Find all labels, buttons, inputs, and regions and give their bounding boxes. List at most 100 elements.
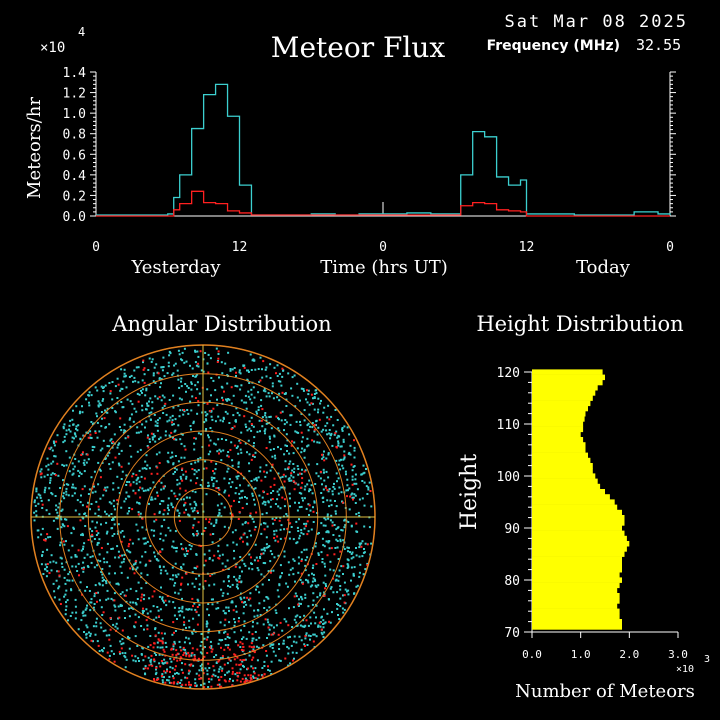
meteor-dot [180,398,183,401]
meteor-dot [155,453,158,456]
meteor-dot [347,550,349,553]
meteor-dot [132,481,135,484]
meteor-dot [251,568,254,571]
meteor-dot-red [44,539,47,542]
meteor-dot [195,577,198,580]
meteor-dot [313,430,316,433]
meteor-dot [145,389,148,392]
meteor-dot [260,404,263,407]
meteor-dot [263,599,266,602]
meteor-dot [154,424,157,427]
meteor-dot [240,580,243,583]
meteor-dot-red [326,554,329,557]
meteor-dot [235,487,238,489]
meteor-dot [181,597,183,600]
meteor-dot [167,526,170,529]
meteor-dot [120,429,123,432]
meteor-dot-red [48,447,51,450]
meteor-dot [303,456,306,459]
meteor-dot-red [163,670,166,673]
meteor-dot [341,529,344,532]
meteor-dot [146,624,149,627]
meteor-dot-red [247,674,250,677]
meteor-dot-red [221,655,224,658]
meteor-dot [283,486,286,489]
meteor-dot [240,629,242,632]
meteor-dot-red [159,639,162,642]
meteor-dot [353,592,355,595]
meteor-dot [65,589,68,592]
meteor-dot [162,565,165,568]
meteor-dot [278,488,281,491]
meteor-dot [264,549,266,552]
meteor-dot [296,541,299,544]
meteor-dot [252,621,254,624]
meteor-dot [262,552,265,555]
meteor-dot [99,449,102,452]
meteor-dot-red [41,503,44,506]
meteor-dot [100,425,103,428]
meteor-dot [76,570,79,572]
meteor-dot [126,512,129,515]
meteor-dot-red [234,654,237,657]
meteor-dot [177,378,180,381]
meteor-dot [337,442,340,445]
meteor-dot [91,491,94,494]
meteor-dot-red [212,407,215,410]
meteor-dot [185,477,188,480]
meteor-dot [319,592,322,595]
meteor-dot-red [206,652,209,654]
meteor-dot [73,437,75,440]
meteor-dot-red [306,533,309,536]
meteor-dot [113,505,115,508]
meteor-dot [34,504,37,507]
meteor-dot [172,406,175,409]
meteor-dot-red [277,540,280,543]
meteor-dot-red [187,651,190,654]
meteor-dot-red [328,418,331,421]
meteor-dot [140,572,143,575]
meteor-dot [119,389,122,392]
meteor-dot [178,514,180,517]
meteor-dot [56,570,59,573]
meteor-dot [176,509,179,512]
meteor-dot [134,613,137,616]
meteor-dot [62,479,64,482]
meteor-dot-red [275,372,277,375]
meteor-dot [294,405,297,408]
meteor-dot [226,470,229,473]
meteor-dot [279,564,282,567]
meteor-dot-red [191,647,194,650]
meteor-dot [114,605,117,608]
meteor-dot [367,488,370,491]
height-bar [532,426,584,433]
meteor-dot [142,611,144,614]
meteor-dot [201,479,204,481]
meteor-dot [284,392,287,395]
meteor-dot [273,626,275,629]
meteor-dot-red [218,452,220,455]
meteor-dot [336,607,339,610]
meteor-dot [82,610,85,613]
meteor-dot [326,433,329,436]
meteor-dot [116,446,119,449]
meteor-dot-red [163,650,166,653]
meteor-dot [368,481,371,484]
meteor-dot [261,496,264,499]
meteor-dot [291,469,294,472]
meteor-dot [120,387,123,390]
meteor-dot [284,468,287,471]
meteor-dot-red [196,606,199,608]
meteor-dot [75,405,78,408]
meteor-dot [127,495,130,498]
meteor-dot [74,555,77,558]
meteor-dot-red [205,518,208,521]
meteor-dot [252,670,255,673]
meteor-dot [312,564,315,567]
meteor-dot [161,679,164,682]
meteor-dot [300,529,303,531]
meteor-dot [63,568,66,571]
meteor-dot [313,611,316,614]
meteor-dot-red [183,651,186,654]
meteor-dot [217,607,220,610]
